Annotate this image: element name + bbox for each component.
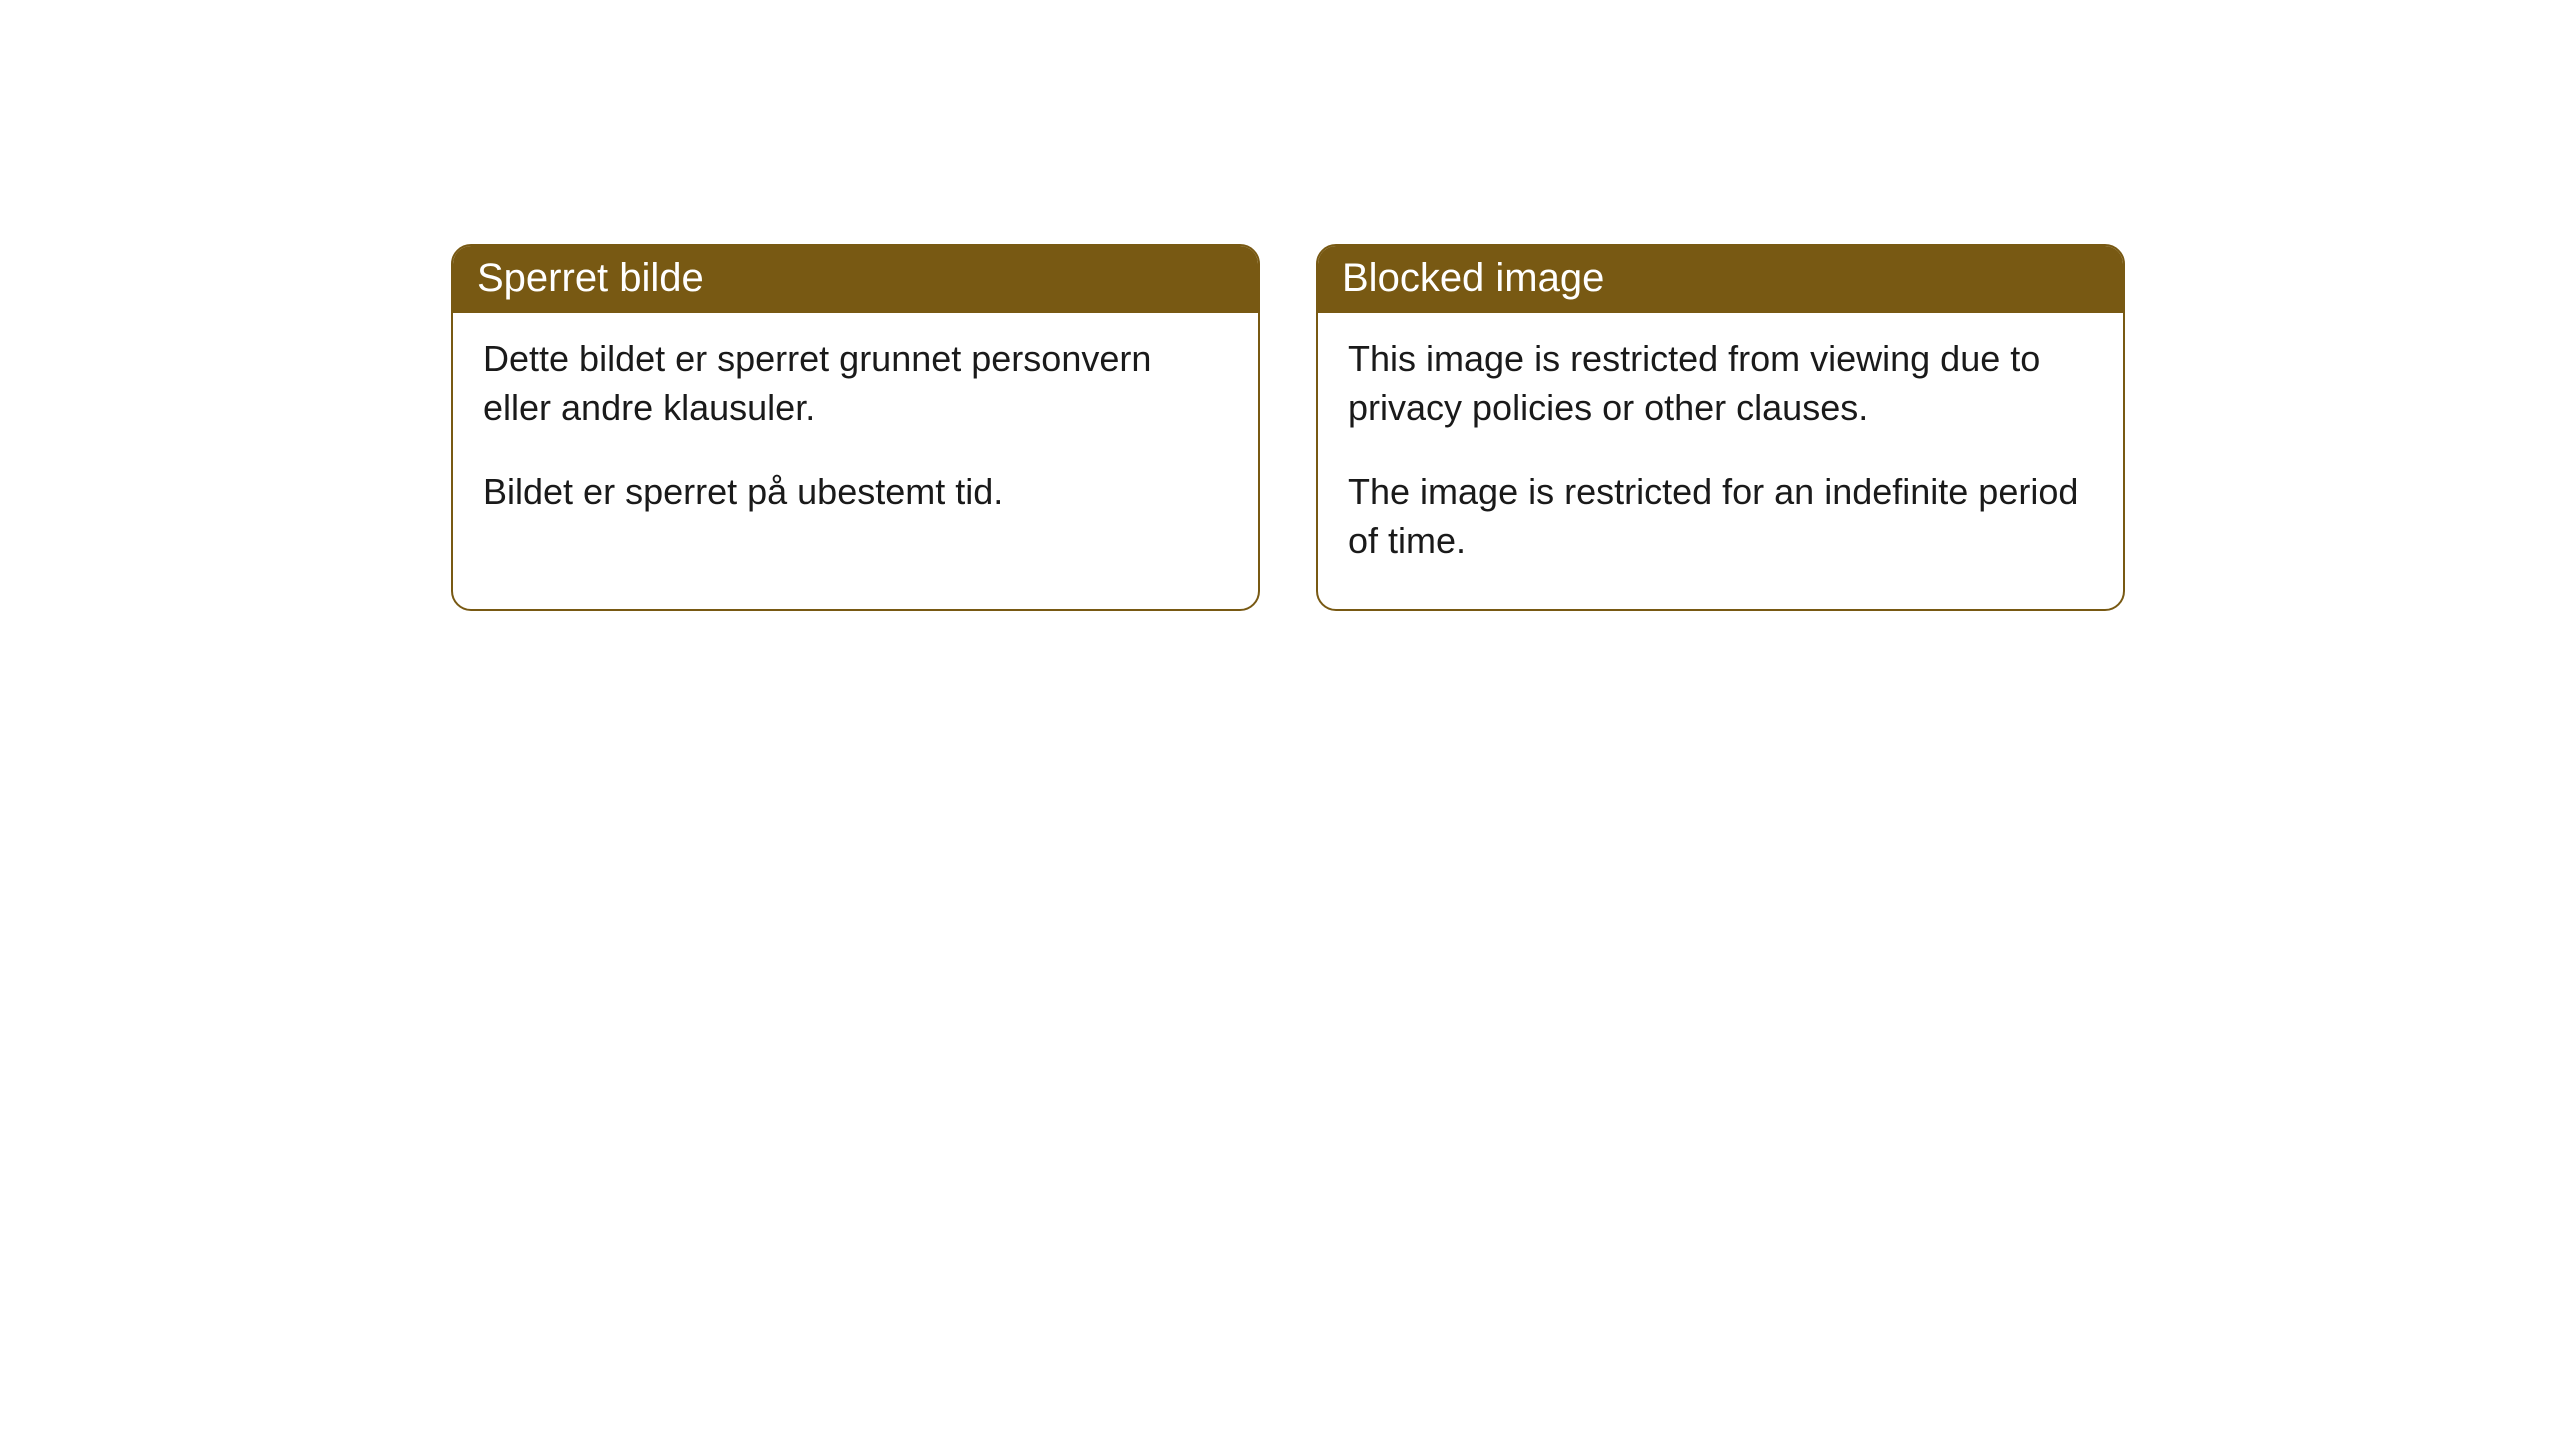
card-paragraph: This image is restricted from viewing du…	[1348, 335, 2093, 432]
card-paragraph: Dette bildet er sperret grunnet personve…	[483, 335, 1228, 432]
notice-cards-container: Sperret bilde Dette bildet er sperret gr…	[451, 244, 2125, 611]
card-header-norwegian: Sperret bilde	[453, 246, 1258, 313]
card-header-english: Blocked image	[1318, 246, 2123, 313]
notice-card-english: Blocked image This image is restricted f…	[1316, 244, 2125, 611]
card-paragraph: The image is restricted for an indefinit…	[1348, 468, 2093, 565]
card-title: Blocked image	[1342, 256, 1604, 300]
card-title: Sperret bilde	[477, 256, 704, 300]
card-body-english: This image is restricted from viewing du…	[1318, 313, 2123, 609]
card-body-norwegian: Dette bildet er sperret grunnet personve…	[453, 313, 1258, 561]
notice-card-norwegian: Sperret bilde Dette bildet er sperret gr…	[451, 244, 1260, 611]
card-paragraph: Bildet er sperret på ubestemt tid.	[483, 468, 1228, 517]
